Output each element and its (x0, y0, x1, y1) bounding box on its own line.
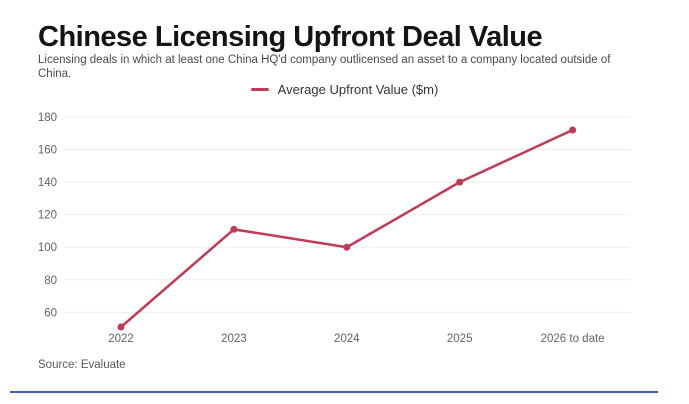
x-tick-label-2026-to-date: 2026 to date (541, 333, 605, 345)
data-point-2024 (343, 243, 351, 251)
chart-subtitle: Licensing deals in which at least one Ch… (38, 53, 611, 80)
y-tick-label-180: 180 (38, 112, 57, 124)
y-tick-label-80: 80 (44, 275, 57, 287)
y-tick-label-140: 140 (38, 177, 57, 189)
x-tick-label-2023: 2023 (221, 333, 247, 345)
y-tick-label-60: 60 (44, 307, 57, 319)
line-chart: 60 80 100 120 140 160 180 2022 2023 2024 2025 2026 … (0, 105, 689, 355)
y-tick-label-160: 160 (38, 145, 57, 157)
legend-line-marker-icon (250, 88, 269, 91)
y-tick-label-120: 120 (38, 210, 57, 222)
y-tick-label-100: 100 (38, 242, 57, 254)
data-point-2025 (456, 178, 464, 186)
line-chart-svg: 60 80 100 120 140 160 180 2022 2023 2024 2025 2026 … (38, 112, 630, 345)
data-point-2026-to-date (569, 126, 577, 134)
legend-series-label: Average Upfront Value ($m) (277, 82, 439, 97)
page-title: Chinese Licensing Upfront Deal Value (38, 21, 543, 54)
x-tick-label-2024: 2024 (334, 333, 360, 345)
x-tick-label-2025: 2025 (447, 333, 473, 345)
series-line (119, 128, 574, 329)
data-point-2023 (230, 225, 238, 233)
source-attribution: Source: Evaluate (38, 359, 126, 371)
data-point-2022 (117, 323, 125, 331)
x-tick-label-2022: 2022 (108, 333, 134, 345)
chart-legend: Average Upfront Value ($m) (0, 82, 689, 97)
bottom-divider-line (10, 391, 658, 393)
